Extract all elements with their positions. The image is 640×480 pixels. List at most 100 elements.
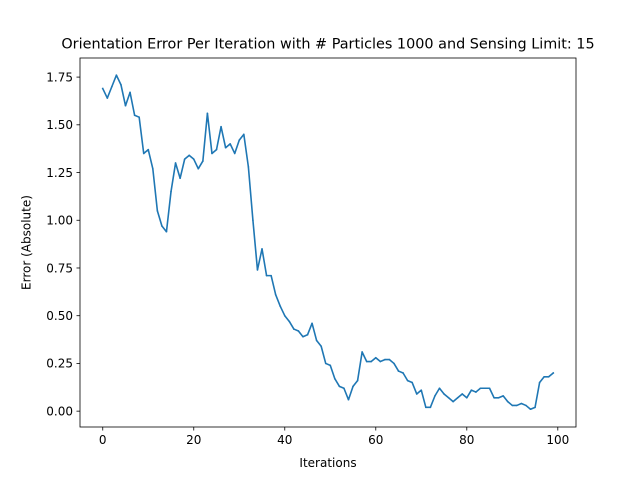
data-point: [393, 362, 395, 365]
data-point: [293, 328, 295, 330]
data-point: [306, 334, 309, 336]
data-point: [129, 91, 131, 94]
data-point: [429, 406, 432, 409]
data-point: [538, 381, 541, 384]
data-point: [252, 219, 254, 222]
y-axis-label: Error (Absolute): [20, 195, 34, 290]
data-point: [352, 385, 354, 388]
data-point: [179, 177, 181, 180]
data-point: [265, 274, 268, 277]
data-point: [274, 293, 277, 296]
data-point: [238, 139, 241, 141]
data-point: [311, 322, 313, 325]
data-point: [229, 143, 231, 145]
data-point: [152, 167, 154, 170]
data-point: [434, 395, 436, 397]
data-point: [224, 146, 227, 149]
data-point: [115, 74, 118, 76]
data-point: [415, 393, 418, 395]
data-point: [279, 305, 282, 307]
data-point: [165, 230, 168, 233]
data-point: [138, 116, 140, 118]
y-tick-label: 0.50: [46, 309, 73, 323]
plot-area: [101, 74, 555, 411]
data-point: [197, 167, 200, 170]
data-point: [370, 360, 373, 363]
data-point: [142, 152, 145, 155]
series-line: [101, 74, 555, 411]
data-point: [288, 320, 291, 323]
data-point: [397, 370, 400, 372]
x-tick-label: 100: [546, 433, 569, 447]
data-point: [101, 87, 104, 90]
data-point: [465, 396, 468, 399]
data-point: [147, 148, 150, 151]
data-point: [525, 404, 527, 407]
y-tick-label: 1.25: [46, 166, 73, 180]
data-point: [529, 408, 532, 411]
data-point: [324, 362, 327, 365]
data-point: [347, 398, 350, 401]
data-point: [270, 274, 272, 277]
data-point: [456, 396, 459, 399]
data-point: [215, 148, 218, 151]
data-point: [475, 391, 477, 393]
data-point: [170, 190, 172, 193]
data-point: [297, 330, 300, 332]
data-point: [233, 152, 236, 155]
x-axis-label: Iterations: [299, 456, 356, 470]
x-tick-label: 40: [277, 433, 292, 447]
data-point: [443, 393, 445, 395]
data-point: [552, 372, 555, 374]
data-point: [497, 396, 500, 399]
data-point: [320, 345, 322, 348]
data-point: [388, 358, 391, 361]
data-point: [379, 360, 382, 363]
data-point: [315, 339, 318, 342]
x-tick-label: 20: [186, 433, 201, 447]
data-point: [479, 387, 482, 390]
y-tick-label: 1.75: [46, 70, 73, 84]
x-axis-ticks: 0 20 40 60 80 100: [99, 427, 569, 447]
data-point: [488, 387, 491, 390]
data-point: [188, 154, 191, 157]
data-point: [402, 372, 404, 374]
data-point: [211, 152, 213, 155]
data-point: [374, 356, 377, 359]
data-point: [302, 335, 304, 338]
data-point: [511, 404, 514, 407]
data-point: [447, 396, 450, 399]
data-point: [192, 158, 195, 160]
data-point: [425, 406, 427, 409]
y-tick-label: 0.75: [46, 261, 73, 275]
y-tick-label: 0.00: [46, 404, 73, 418]
data-point: [256, 269, 259, 271]
x-tick-label: 80: [459, 433, 474, 447]
data-point: [461, 393, 464, 395]
data-point: [470, 389, 473, 391]
data-point: [247, 166, 250, 168]
data-point: [220, 125, 222, 128]
data-point: [334, 377, 336, 380]
data-point: [365, 360, 368, 363]
data-point: [161, 225, 163, 227]
data-point: [120, 83, 122, 86]
chart-title: Orientation Error Per Iteration with # P…: [61, 37, 594, 53]
data-point: [243, 133, 245, 136]
data-point: [543, 375, 545, 378]
data-point: [202, 160, 204, 162]
data-point: [506, 400, 509, 403]
data-point: [502, 395, 504, 397]
y-tick-label: 1.00: [46, 214, 73, 228]
data-point: [516, 404, 518, 407]
data-point: [174, 162, 177, 164]
data-point: [493, 396, 495, 399]
data-point: [183, 158, 186, 160]
data-point: [484, 387, 486, 390]
data-point: [452, 400, 454, 403]
y-tick-label: 0.25: [46, 357, 73, 371]
data-point: [411, 381, 413, 384]
data-point: [420, 389, 423, 391]
data-point: [438, 387, 441, 390]
